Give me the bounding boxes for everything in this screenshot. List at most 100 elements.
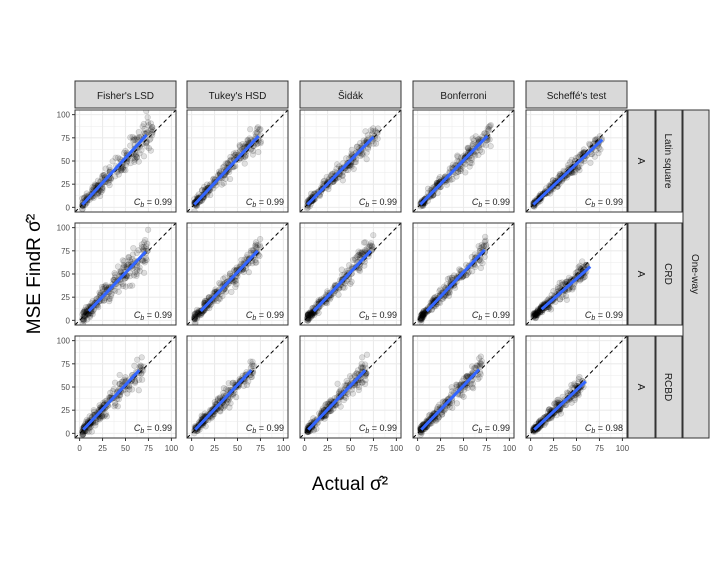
data-point [349, 256, 357, 264]
data-point [462, 169, 469, 176]
data-point [357, 251, 364, 259]
x-tick-label: 25 [549, 444, 558, 453]
data-point [464, 270, 471, 277]
data-point [217, 404, 225, 411]
data-point [254, 241, 261, 249]
x-tick-label: 75 [482, 444, 491, 453]
data-point [576, 163, 583, 170]
data-point [118, 378, 126, 385]
data-point [212, 286, 219, 293]
data-point [440, 283, 448, 290]
data-point [116, 268, 123, 275]
data-point [226, 175, 234, 183]
fit-line [540, 265, 592, 311]
fit-line [312, 249, 372, 313]
data-point [86, 312, 94, 319]
data-point [122, 283, 129, 290]
data-point [110, 385, 118, 393]
data-point [118, 166, 125, 173]
data-point [531, 310, 538, 318]
data-point [137, 364, 144, 372]
data-point [79, 317, 87, 324]
data-point [195, 311, 202, 318]
data-point [236, 143, 243, 150]
data-point [214, 297, 221, 305]
data-point [447, 176, 454, 184]
data-point [305, 317, 312, 324]
data-point [457, 165, 464, 172]
data-point [257, 244, 264, 251]
data-point [130, 154, 137, 162]
data-point [481, 253, 488, 261]
design-strip-label: CRD [662, 263, 673, 285]
data-point [320, 178, 327, 185]
data-point [574, 390, 581, 398]
data-point [251, 242, 259, 250]
data-point [418, 312, 425, 319]
data-point [460, 375, 467, 382]
data-point [453, 173, 460, 180]
design-strip [655, 109, 683, 213]
data-point [249, 147, 257, 155]
data-point [471, 251, 478, 258]
data-point [537, 308, 545, 315]
factor-strip-label: A [635, 158, 646, 165]
data-point [339, 284, 347, 291]
data-point [464, 372, 471, 380]
data-point [339, 172, 346, 179]
data-point [226, 270, 234, 277]
data-point [558, 279, 566, 286]
data-point [121, 376, 128, 383]
panel-border [525, 109, 628, 213]
x-tick-label: 0 [77, 444, 82, 453]
data-point [457, 267, 464, 274]
data-point [109, 387, 116, 395]
data-point [477, 359, 484, 366]
data-point [247, 247, 255, 254]
data-point [129, 251, 136, 258]
data-point [358, 376, 365, 383]
data-point [81, 308, 88, 315]
data-point [245, 269, 252, 276]
data-point [354, 143, 361, 150]
data-point [232, 277, 239, 284]
data-point [79, 431, 86, 438]
data-point [362, 372, 369, 380]
data-point [216, 295, 224, 302]
column-strip [525, 80, 628, 109]
data-point [471, 365, 478, 372]
data-point [436, 288, 443, 295]
data-point [308, 311, 316, 318]
data-point [249, 363, 256, 370]
data-point [556, 171, 563, 178]
data-point [575, 264, 582, 271]
column-strip [299, 80, 402, 109]
fit-line [193, 134, 260, 206]
y-tick-label: 100 [57, 224, 71, 233]
data-point [233, 264, 240, 271]
data-point [90, 194, 97, 201]
data-point [230, 278, 237, 285]
data-point [455, 168, 462, 175]
data-point [575, 376, 582, 383]
x-tick-label: 75 [144, 444, 153, 453]
data-point [219, 164, 227, 171]
data-point [417, 316, 424, 323]
data-point [591, 153, 598, 160]
data-point [192, 312, 199, 319]
data-point [257, 126, 264, 133]
data-point [84, 310, 92, 317]
data-point [210, 175, 217, 182]
data-point [122, 167, 129, 174]
cb-annotation: Cb = 0.99 [585, 310, 623, 322]
data-point [141, 239, 148, 246]
data-point [191, 316, 198, 323]
panel-content [300, 110, 401, 212]
cb-annotation: Cb = 0.98 [585, 423, 623, 435]
data-point [436, 174, 444, 181]
data-point [83, 309, 90, 316]
data-point [568, 381, 575, 389]
data-point [106, 182, 113, 189]
data-point [339, 271, 346, 279]
data-point [129, 256, 136, 263]
